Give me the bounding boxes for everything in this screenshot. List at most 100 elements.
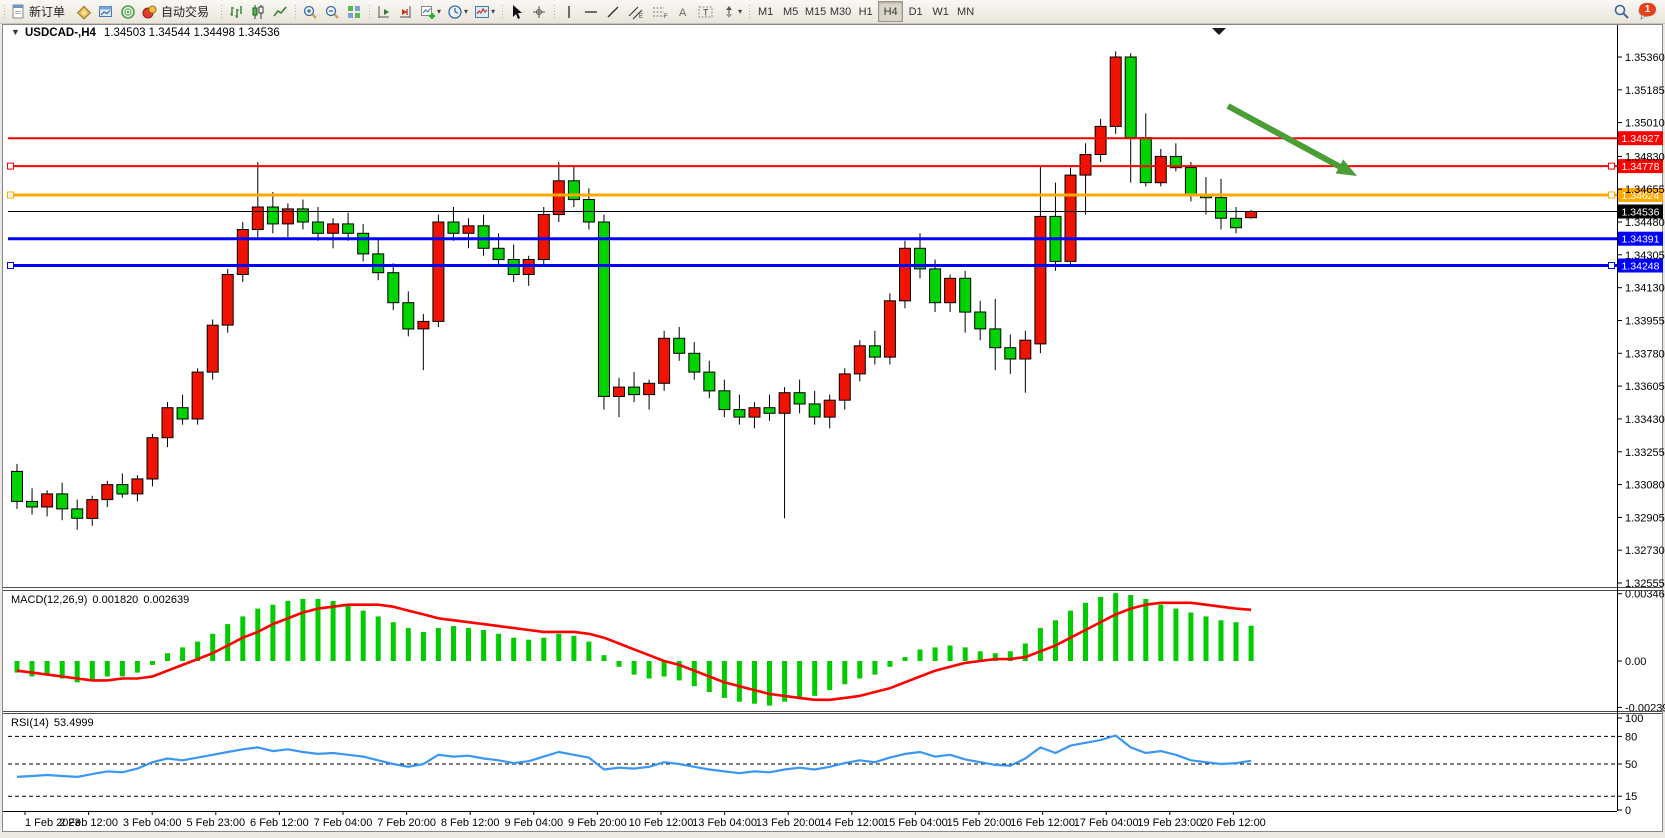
timeframe-m15-button[interactable]: M15	[804, 5, 827, 18]
auto-trading-button[interactable]: 自动交易	[139, 1, 217, 22]
macd-bar	[270, 604, 276, 661]
search-icon	[1614, 4, 1629, 19]
arrows-tool-button[interactable]: ▾	[718, 1, 745, 22]
tile-windows-button[interactable]	[343, 1, 365, 22]
candle	[1154, 148, 1167, 187]
macd-bar	[767, 661, 772, 706]
timeframe-mn-button[interactable]: MN	[957, 5, 975, 18]
line-handle[interactable]	[7, 262, 14, 269]
pane-separators[interactable]	[3, 587, 1662, 714]
candle	[266, 192, 279, 234]
vertical-line-tool-button[interactable]	[558, 1, 580, 22]
zoom-in-button[interactable]	[299, 1, 321, 22]
line-handle[interactable]	[7, 191, 14, 199]
templates-button[interactable]: ▾	[471, 1, 498, 22]
macd-bar	[466, 628, 471, 661]
fibonacci-tool-button[interactable]: F	[648, 1, 672, 22]
timeframe-m1-button[interactable]: M1	[757, 5, 774, 18]
candle	[281, 203, 294, 237]
macd-bar	[451, 626, 456, 661]
price-axis: 1.34927 1.34778 1.34624 1.34536 1.34391 1.342…	[1617, 52, 1665, 817]
equidistant-channel-tool-button[interactable]: E	[624, 1, 648, 22]
horizontal-line-icon	[585, 10, 598, 13]
candle	[598, 214, 610, 410]
line-handle[interactable]	[1608, 262, 1615, 269]
macd-bar	[571, 635, 577, 661]
horizontal-line-tool-button[interactable]	[580, 1, 602, 22]
crosshair-tool-button[interactable]	[528, 1, 550, 22]
macd-bar	[721, 661, 727, 698]
hlines-layer	[7, 137, 1617, 269]
chart-shift-button[interactable]	[373, 1, 395, 22]
line-chart-button[interactable]	[269, 1, 291, 22]
cursor-tool-button[interactable]	[506, 1, 528, 22]
candle	[673, 327, 686, 361]
text-tool-button[interactable]: A	[672, 1, 694, 22]
candle	[116, 473, 129, 498]
macd-bar	[1037, 628, 1043, 661]
chart-menu-icon[interactable]: ▼	[11, 27, 20, 37]
timeframe-d1-button[interactable]: D1	[908, 5, 923, 18]
chart-canvas[interactable]: 1.34927 1.34778 1.34624 1.34536 1.34391 1.342…	[0, 23, 1665, 838]
macd-bar	[1158, 604, 1164, 661]
price-line-badge	[1618, 231, 1663, 246]
timeframe-m5-button[interactable]: M5	[782, 5, 799, 18]
candlestick-chart-button[interactable]	[247, 1, 269, 22]
macd-bar	[89, 661, 95, 681]
chart-autoscroll-button[interactable]	[395, 1, 417, 22]
price-tick-label: 1.34130	[1625, 283, 1665, 295]
line-handle[interactable]	[1608, 191, 1615, 199]
new-chart-button[interactable]	[95, 1, 117, 22]
candlestick-chart-icon	[252, 4, 264, 19]
timeframe-h1-button[interactable]: H1	[858, 5, 873, 18]
candle	[914, 233, 926, 279]
macd-bar	[345, 604, 351, 661]
zoom-out-button[interactable]	[321, 1, 343, 22]
time-tick-label: 15 Feb 04:00	[883, 817, 948, 829]
rsi-tick-label: 15	[1625, 791, 1637, 803]
profiles-button[interactable]	[117, 1, 139, 22]
candle	[1034, 165, 1047, 354]
line-handle[interactable]	[1608, 162, 1615, 170]
line-chart-icon	[273, 6, 287, 16]
macd-signal-line	[16, 601, 1252, 702]
timeframe-m30-button[interactable]: M30	[829, 5, 852, 18]
auto-trading-icon	[142, 5, 157, 18]
search-button[interactable]	[1610, 1, 1633, 22]
line-handle[interactable]	[7, 162, 14, 170]
chart-shift-marker	[1212, 28, 1226, 35]
timeframe-h4-button[interactable]: H4	[878, 1, 904, 22]
trendline-tool-button[interactable]	[602, 1, 624, 22]
candle	[131, 475, 144, 502]
market-watch-icon	[76, 5, 92, 20]
new-order-button[interactable]: 新订单	[8, 1, 73, 22]
templates-icon	[475, 5, 490, 18]
text-icon: A	[679, 7, 687, 19]
trend-arrow-shaft[interactable]	[1226, 103, 1345, 172]
candle	[1215, 178, 1227, 230]
price-tick-label: 1.33080	[1625, 480, 1665, 492]
bar-chart-button[interactable]	[225, 1, 247, 22]
text-label-tool-button[interactable]: T	[694, 1, 718, 22]
macd-bar	[29, 661, 35, 677]
candle	[688, 342, 701, 380]
candle	[989, 298, 1002, 371]
macd-bar	[134, 661, 140, 673]
fibonacci-icon: F	[653, 7, 668, 20]
toolbar-grip	[1, 1, 7, 22]
macd-label: MACD(12,26,9) 0.001820 0.002639	[11, 594, 189, 606]
periods-button[interactable]: ▾	[444, 1, 471, 22]
price-tick-label: 1.33255	[1625, 447, 1665, 459]
zoom-in-icon	[303, 5, 317, 19]
chart-shift-icon	[378, 5, 390, 18]
candle	[71, 499, 84, 530]
candle	[417, 313, 430, 371]
macd-bar	[300, 598, 306, 661]
market-watch-button[interactable]	[73, 1, 95, 22]
chat-button[interactable]: 1	[1633, 1, 1659, 22]
trend-arrow-head[interactable]	[1335, 159, 1357, 176]
add-indicator-button[interactable]: ▾	[417, 1, 444, 22]
macd-bar	[481, 630, 487, 661]
timeframe-w1-button[interactable]: W1	[932, 5, 949, 18]
macd-bar	[330, 600, 336, 661]
